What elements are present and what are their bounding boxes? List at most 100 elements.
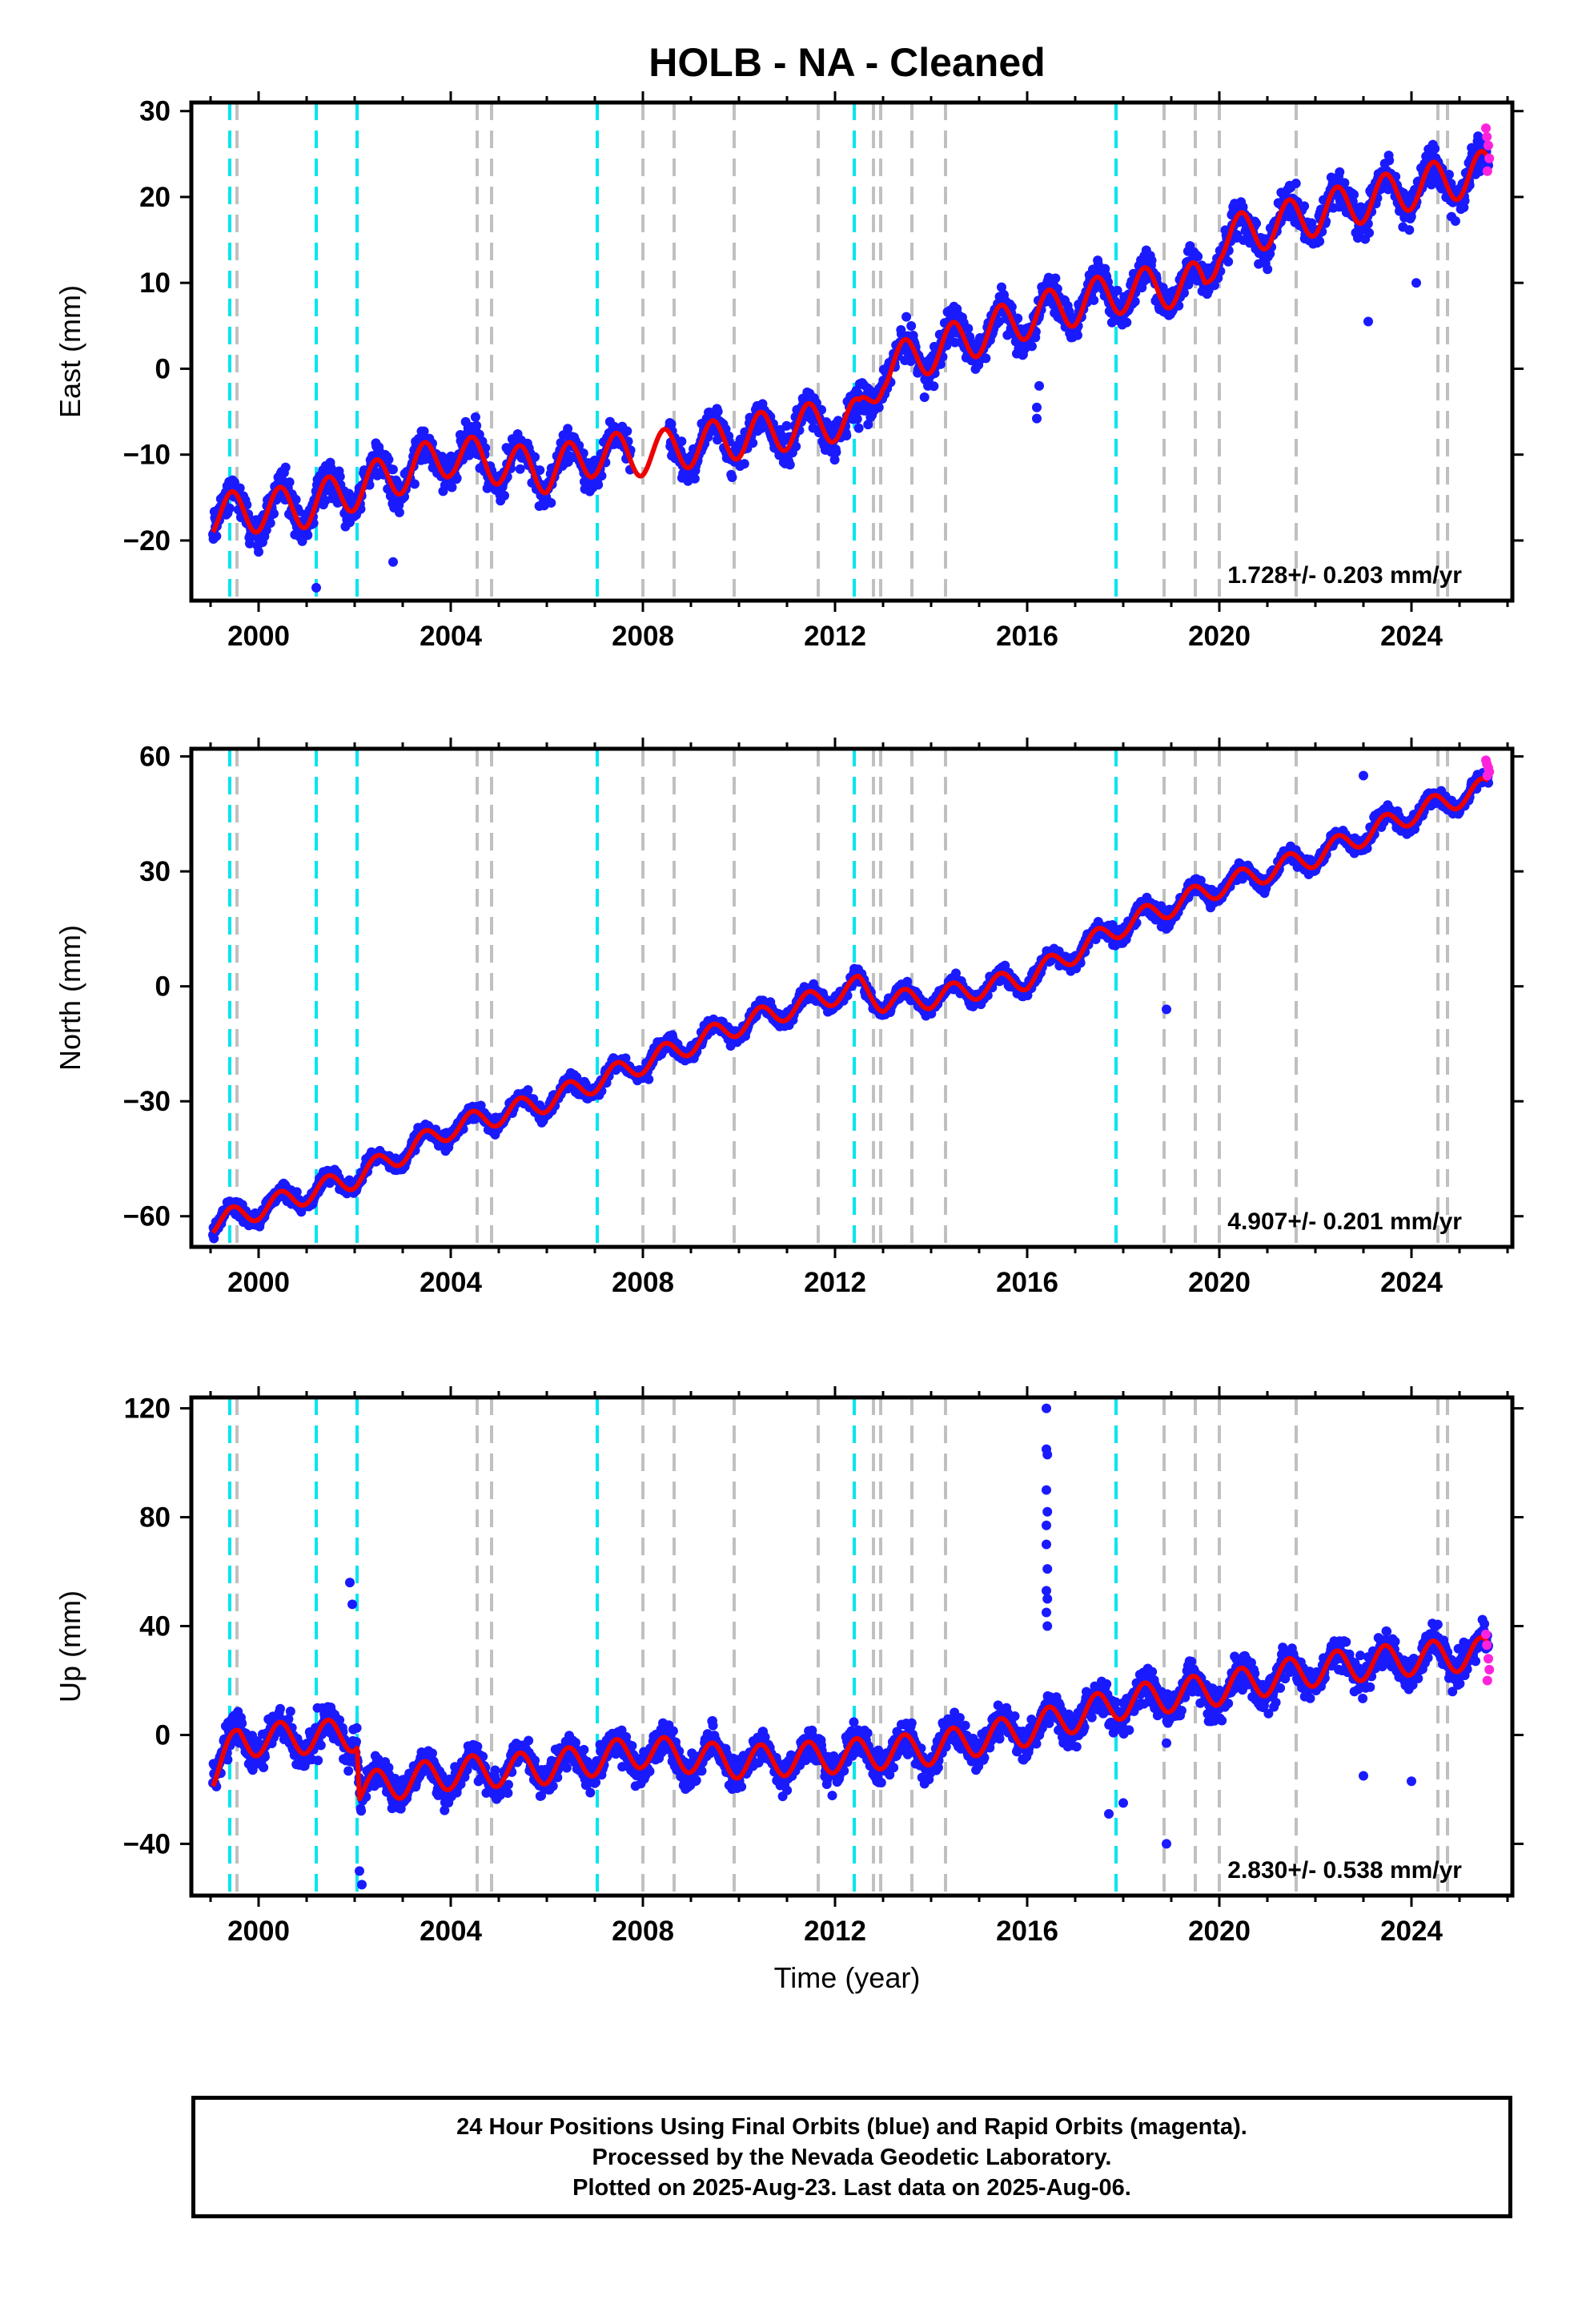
position-point (515, 464, 525, 474)
y-tick-label: 20 (139, 182, 171, 213)
position-point (1349, 190, 1359, 200)
position-point (1193, 251, 1203, 262)
position-point (901, 312, 912, 322)
plot-area (208, 749, 1495, 1247)
position-point (1072, 330, 1082, 340)
position-point (785, 460, 795, 470)
x-tick-label: 2008 (612, 621, 674, 652)
outlier-point (1034, 380, 1044, 391)
north-panel: 2000 2004 2008 2012 2016 2020 2024−60−3003060N… (54, 738, 1524, 1298)
chart-title: HOLB - NA - Cleaned (648, 40, 1045, 85)
position-point (929, 381, 939, 392)
position-point (419, 426, 429, 436)
x-tick-label: 2024 (1380, 621, 1443, 652)
position-point (387, 464, 398, 475)
position-point (472, 420, 482, 431)
position-point (781, 420, 792, 431)
position-point (1122, 317, 1132, 328)
position-point (919, 392, 930, 402)
position-point (546, 497, 556, 508)
final-orbit-points (208, 131, 1493, 593)
position-point (224, 503, 235, 513)
position-point (1315, 236, 1325, 247)
velocity-rate-label: 1.728+/- 0.203 mm/yr (1227, 562, 1462, 589)
position-point (713, 406, 723, 416)
plot-frame (189, 100, 1515, 603)
position-point (1251, 219, 1262, 229)
position-point (1232, 230, 1243, 240)
position-point (852, 414, 862, 424)
position-point (1089, 295, 1099, 305)
position-point (829, 455, 840, 465)
position-point (409, 479, 420, 489)
position-point (1026, 341, 1037, 352)
position-point (211, 531, 222, 541)
position-point (1263, 264, 1273, 275)
position-point (535, 465, 545, 476)
position-point (963, 324, 974, 334)
position-point (335, 472, 345, 482)
position-point (563, 424, 573, 434)
position-point (1291, 179, 1301, 189)
position-point (853, 423, 864, 433)
position-point (303, 530, 313, 541)
outlier-point (388, 557, 398, 567)
position-point (873, 402, 884, 412)
y-tick-label: −10 (123, 440, 171, 471)
position-point (1050, 273, 1061, 283)
plot-area (208, 103, 1495, 601)
position-point (994, 316, 1004, 327)
position-point (739, 459, 749, 469)
rapid-point (1482, 166, 1492, 176)
outlier-point (1363, 316, 1373, 327)
position-point (1209, 280, 1219, 291)
position-point (863, 420, 873, 430)
position-point (981, 353, 991, 364)
position-point (1430, 143, 1440, 154)
y-tick-label: −20 (123, 525, 171, 557)
rapid-point (1481, 123, 1491, 134)
position-point (689, 473, 700, 484)
y-tick-label: 10 (139, 267, 171, 299)
position-point (244, 538, 255, 549)
position-point (1307, 218, 1317, 228)
position-point (383, 454, 394, 464)
x-tick-label: 2020 (1188, 621, 1251, 652)
position-point (727, 472, 737, 483)
outlier-point (1032, 413, 1042, 424)
position-point (254, 547, 264, 557)
position-point (841, 430, 852, 440)
position-point (447, 482, 457, 493)
y-axis-label: East (mm) (54, 285, 86, 418)
position-point (1364, 227, 1375, 238)
position-point (1335, 167, 1345, 177)
position-point (291, 494, 301, 505)
position-point (1223, 256, 1234, 267)
rapid-point (1482, 131, 1492, 142)
position-point (666, 419, 677, 429)
position-point (1112, 285, 1122, 296)
position-point (1146, 255, 1157, 266)
position-point (394, 507, 404, 517)
x-tick-label: 2012 (804, 621, 866, 652)
position-point (280, 462, 291, 472)
x-tick-label: 2000 (227, 621, 290, 652)
position-point (1013, 313, 1023, 324)
position-point (269, 509, 279, 519)
position-point (677, 436, 687, 447)
rapid-point (1484, 153, 1495, 163)
position-point (644, 1074, 654, 1084)
position-point (831, 447, 841, 457)
position-point (470, 412, 480, 422)
position-point (1339, 178, 1350, 188)
position-point (235, 483, 245, 493)
position-point (530, 452, 540, 462)
position-point (593, 480, 604, 490)
position-point (500, 490, 510, 501)
outlier-point (311, 582, 321, 593)
position-point (1404, 225, 1415, 235)
position-point (622, 426, 632, 436)
position-point (1384, 155, 1395, 166)
y-tick-label: 30 (139, 96, 171, 127)
final-orbit-points (208, 767, 1493, 1244)
